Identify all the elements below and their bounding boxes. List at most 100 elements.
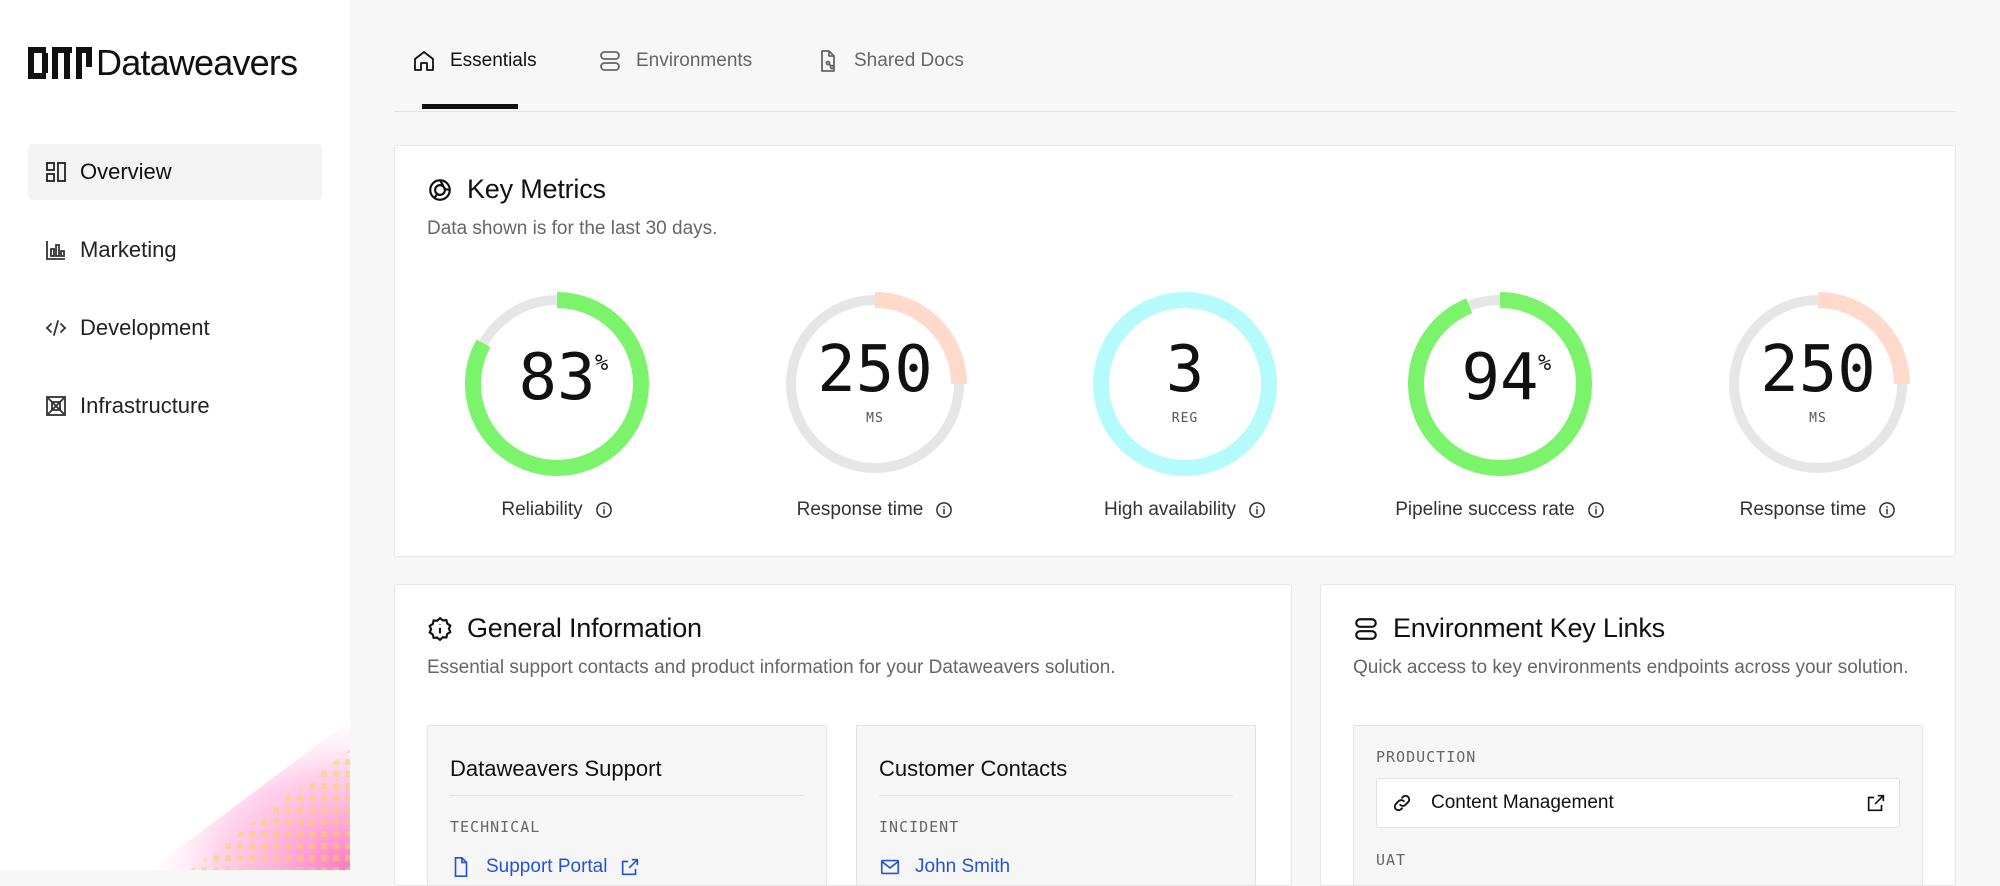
server-stack-icon [1355,617,1377,640]
metric-ring [1093,292,1277,476]
key-metrics-card: Key Metrics Data shown is for the last 3… [394,145,1956,557]
chain-link-icon [1393,794,1411,812]
sidebar-item-marketing[interactable]: Marketing [28,222,322,278]
active-tab-indicator [422,104,518,109]
metric-label-row: Reliability [427,499,687,521]
top-tab-bar: Essentials Environments Shared Docs [394,0,1956,112]
tab-label: Shared Docs [854,50,964,71]
sidebar-item-overview[interactable]: Overview [28,144,322,200]
general-information-header: General Information [427,613,702,644]
sidebar-item-label: Infrastructure [80,393,210,418]
metric-label-row: Pipeline success rate [1370,499,1630,521]
code-icon [45,320,67,336]
ring-progress [1093,292,1277,476]
brand-name: Dataweavers [96,42,298,83]
brand-logo[interactable]: Dataweavers [28,42,298,84]
metric-unit: MS [866,411,884,426]
key-metrics-title: Key Metrics [467,174,606,204]
metric-value: 94 [1461,341,1539,415]
environment-key-links-title: Environment Key Links [1393,613,1665,643]
metric-value: 3 [1165,333,1205,407]
decorative-gradient-pattern [150,720,350,870]
metric-pipeline-success-rate: 94% Pipeline success rate [1370,289,1630,520]
sidebar-nav: Overview Marketing Development Infrastru… [28,144,322,456]
info-icon[interactable] [1587,501,1605,519]
metric-value: 83 [518,341,596,415]
general-information-card: General Information Essential support co… [394,584,1292,886]
metric-reliability: 83% Reliability [427,289,687,520]
metric-unit: MS [1809,411,1827,426]
info-icon[interactable] [1248,501,1266,519]
tab-shared-docs[interactable]: Shared Docs [816,46,964,76]
metric-response-time-2: 250 MS Response time [1688,289,1948,520]
external-link-icon[interactable] [1865,792,1887,814]
metric-ring [1726,292,1910,476]
ring-progress [1408,292,1592,476]
metric-label: Reliability [501,499,583,520]
metric-label-row: Response time [1688,499,1948,521]
info-icon[interactable] [1878,501,1896,519]
key-metrics-header: Key Metrics [427,174,606,205]
sidebar-item-infrastructure[interactable]: Infrastructure [28,378,322,434]
external-link-icon [622,858,639,876]
target-icon [429,178,451,201]
metric-high-availability: 3 REG High availability [1055,289,1315,520]
content-management-label: Content Management [1431,792,1614,813]
general-information-subtitle: Essential support contacts and product i… [427,657,1116,678]
ring-progress [465,292,649,476]
key-metrics-subtitle: Data shown is for the last 30 days. [427,218,718,239]
contact-name: John Smith [915,856,1011,877]
mail-icon [880,859,900,875]
divider [879,795,1233,796]
metric-label: Response time [1739,499,1867,520]
metric-value: 250 [1760,333,1876,407]
ring-progress [783,292,967,476]
metric-label: Response time [796,499,924,520]
metric-unit: % [1538,351,1552,376]
metric-label: Pipeline success rate [1395,499,1575,520]
support-portal-link[interactable]: Support Portal [450,856,641,878]
incident-label: INCIDENT [879,818,960,836]
metric-unit: REG [1171,411,1199,426]
support-portal-label: Support Portal [486,856,608,877]
sidebar-item-label: Overview [80,159,172,184]
metric-ring [1408,292,1592,476]
ring-progress [1726,292,1910,476]
tab-essentials[interactable]: Essentials [412,46,537,76]
metric-label-row: High availability [1055,499,1315,521]
production-label: PRODUCTION [1376,748,1477,766]
info-icon[interactable] [595,501,613,519]
tab-environments[interactable]: Environments [598,46,752,76]
server-stack-icon [600,51,620,71]
sidebar-item-label: Marketing [80,237,177,262]
bar-chart-icon [46,241,65,260]
tab-label: Essentials [450,50,537,71]
environment-key-links-card: Environment Key Links Quick access to ke… [1320,584,1956,886]
environment-key-links-header: Environment Key Links [1353,613,1665,644]
info-icon[interactable] [935,501,953,519]
dataweavers-support-card: Dataweavers Support TECHNICAL Support Po… [427,725,827,885]
uat-label: UAT [1376,851,1407,869]
sidebar-item-development[interactable]: Development [28,300,322,356]
general-information-title: General Information [467,613,702,643]
info-badge-icon [428,616,452,641]
metric-response-time: 250 MS Response time [745,289,1005,520]
content-management-link[interactable]: Content Management [1376,778,1900,828]
metric-ring [465,292,649,476]
divider [450,795,804,796]
metric-label-row: Response time [745,499,1005,521]
support-card-title: Dataweavers Support [450,756,662,781]
server-box-icon [46,396,66,416]
contacts-card-title: Customer Contacts [879,756,1068,781]
dashboard-layout-icon [46,162,66,182]
sidebar: Dataweavers Overview Marketing Developme… [0,0,350,870]
metric-value: 250 [817,333,933,407]
tab-label: Environments [636,50,753,71]
environment-links-panel: PRODUCTION Content Management UAT [1353,725,1923,885]
sidebar-item-label: Development [80,315,210,340]
document-link-icon [454,857,468,877]
contact-john-smith-link[interactable]: John Smith [879,856,1010,878]
metric-ring [783,292,967,476]
shared-document-icon [821,50,835,72]
home-icon [414,51,434,71]
